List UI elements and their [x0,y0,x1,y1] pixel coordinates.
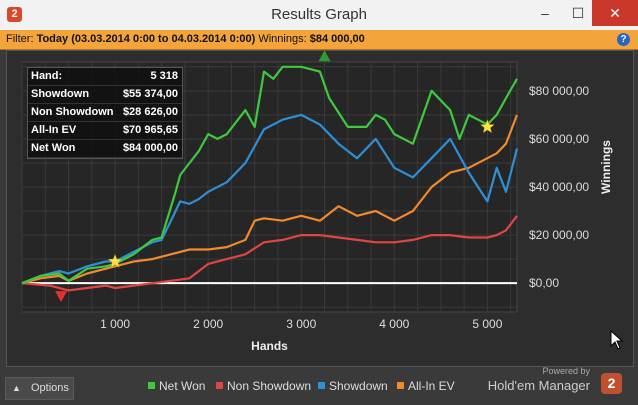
close-button[interactable]: ✕ [592,0,638,26]
x-tick-label: 5 000 [472,317,502,331]
x-axis-label: Hands [251,339,288,353]
legend-label: Non Showdown [227,379,312,393]
stats-box: Hand: 5 318 Showdown $55 374,00 Non Show… [27,67,183,159]
y-tick-label: $20 000,00 [529,228,589,242]
mouse-cursor-icon [610,330,624,350]
legend-label: Showdown [329,379,388,393]
bottom-bar: ▲ Options Net Won Non Showdown Showdown … [0,366,638,405]
window-title: Results Graph [271,6,367,23]
star-marker-icon [480,119,495,134]
series-line-showdown [21,113,519,285]
brand-name: Hold'em Manager [487,378,590,393]
series-line-net-won [21,65,518,285]
filter-label: Filter: [6,33,34,45]
series-line-all-in-ev [21,114,519,285]
y-tick-label: $0,00 [529,276,559,290]
stat-row-showdown: Showdown $55 374,00 [28,86,182,104]
x-tick-label: 4 000 [379,317,409,331]
stat-label: All-In EV [31,124,77,136]
y-tick-label: $80 000,00 [529,84,589,98]
legend-item-all-in-ev[interactable]: All-In EV [397,379,455,393]
net-won-swatch [148,382,155,389]
stat-row-non-showdown: Non Showdown $28 626,00 [28,104,182,122]
app-logo-icon: 2 [7,7,22,22]
stat-row-all-in-ev: All-In EV $70 965,65 [28,122,182,140]
help-icon[interactable]: ? [617,33,630,46]
x-tick-label: 2 000 [193,317,223,331]
legend-item-showdown[interactable]: Showdown [318,379,388,393]
stat-value: $28 626,00 [122,106,178,118]
y-tick-label: $60 000,00 [529,132,589,146]
stat-value: $55 374,00 [122,88,178,100]
filter-bar[interactable]: Filter: Today (03.03.2014 0:00 to 04.03.… [0,30,638,50]
min-marker-icon [55,291,68,303]
all-in-ev-swatch [397,382,404,389]
legend-label: Net Won [159,379,206,393]
y-axis-label: Winnings [599,140,613,194]
options-button[interactable]: ▲ Options [5,377,74,400]
series-line-non-showdown [21,215,518,292]
stat-label: Net Won [31,142,76,154]
chevron-up-icon: ▲ [12,383,21,393]
title-bar: 2 Results Graph – ☐ ✕ [0,0,638,30]
filter-value: Today (03.03.2014 0:00 to 04.03.2014 0:0… [36,33,256,45]
stat-value: $70 965,65 [122,124,178,136]
options-label: Options [31,382,69,394]
maximize-button[interactable]: ☐ [571,5,585,21]
stat-label: Non Showdown [31,106,114,118]
powered-by-text: Powered by [542,366,590,376]
legend-item-non-showdown[interactable]: Non Showdown [216,379,311,393]
winnings-label: Winnings: [258,33,307,45]
stat-value: $84 000,00 [122,142,178,154]
stat-label: Showdown [31,88,90,100]
filter-text: Filter: Today (03.03.2014 0:00 to 04.03.… [6,33,365,45]
stat-label: Hand: [31,70,63,82]
x-tick-label: 3 000 [286,317,316,331]
non-showdown-swatch [216,382,223,389]
max-marker-icon [318,50,331,62]
legend-item-net-won[interactable]: Net Won [148,379,205,393]
stat-value: 5 318 [150,70,178,82]
holdem-manager-logo-icon: 2 [601,373,622,394]
minimize-button[interactable]: – [541,5,549,21]
showdown-swatch [318,382,325,389]
x-tick-label: 1 000 [100,317,130,331]
legend-label: All-In EV [408,379,455,393]
stat-row-net-won: Net Won $84 000,00 [28,140,182,158]
star-marker-icon [107,253,123,268]
stat-row-hands: Hand: 5 318 [28,68,182,86]
y-tick-label: $40 000,00 [529,180,589,194]
winnings-value: $84 000,00 [309,33,365,45]
